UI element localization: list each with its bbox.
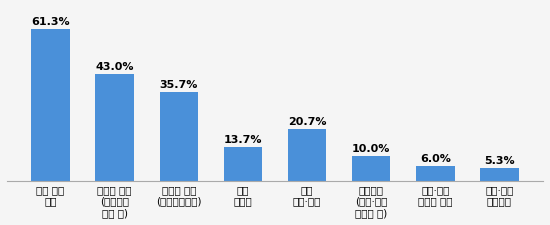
- Text: 43.0%: 43.0%: [96, 62, 134, 72]
- Text: 5.3%: 5.3%: [484, 155, 515, 166]
- Text: 20.7%: 20.7%: [288, 117, 326, 127]
- Bar: [480, 168, 519, 181]
- Bar: [416, 166, 454, 181]
- Bar: [288, 129, 326, 181]
- Bar: [352, 156, 390, 181]
- Text: 35.7%: 35.7%: [160, 80, 198, 90]
- Bar: [160, 92, 198, 181]
- Bar: [96, 74, 134, 181]
- Text: 10.0%: 10.0%: [352, 144, 390, 154]
- Bar: [31, 29, 70, 181]
- Text: 61.3%: 61.3%: [31, 17, 70, 27]
- Text: 13.7%: 13.7%: [224, 135, 262, 145]
- Bar: [224, 147, 262, 181]
- Text: 6.0%: 6.0%: [420, 154, 451, 164]
